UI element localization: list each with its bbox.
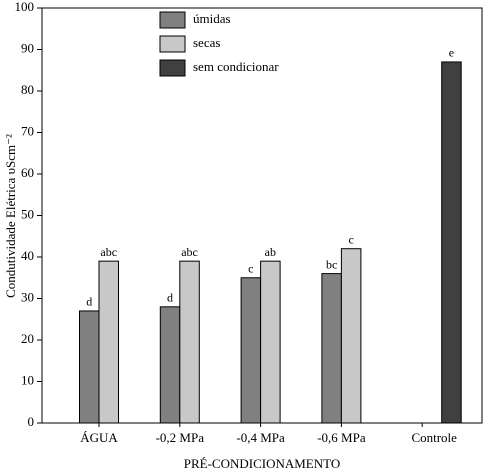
x-tick-label: Controle	[411, 430, 457, 445]
y-tick-label: 70	[21, 123, 34, 138]
legend-swatch	[159, 35, 186, 53]
bar	[159, 306, 181, 424]
bar	[321, 273, 342, 424]
significance-letter: d	[86, 295, 92, 309]
y-tick-label: 0	[28, 414, 35, 429]
legend-label: úmidas	[193, 11, 231, 26]
bar	[240, 277, 262, 424]
significance-letter: abc	[181, 245, 198, 259]
significance-letter: e	[449, 46, 454, 60]
significance-letter: ab	[265, 245, 276, 259]
y-tick-label: 100	[15, 0, 35, 14]
significance-letter: abc	[100, 245, 117, 259]
significance-letter: c	[248, 262, 253, 276]
y-tick-label: 30	[21, 289, 34, 304]
bar	[79, 310, 100, 424]
legend-swatch	[159, 11, 186, 29]
legend-label: sem condicionar	[193, 59, 279, 74]
bar	[260, 260, 281, 424]
y-tick-label: 10	[21, 372, 34, 387]
y-tick-label: 50	[21, 206, 34, 221]
bar	[441, 61, 462, 424]
y-tick-label: 60	[21, 165, 34, 180]
x-tick-label: -0,2 MPa	[156, 430, 205, 445]
x-tick-label: -0,4 MPa	[236, 430, 285, 445]
legend-swatch	[159, 59, 186, 77]
bar	[340, 248, 362, 424]
significance-letter: c	[348, 232, 353, 246]
y-axis-title: Condutividade Elétrica υScm⁻²	[3, 134, 18, 298]
y-tick-label: 20	[21, 331, 34, 346]
x-axis-title: PRÉ-CONDICIONAMENTO	[184, 456, 340, 471]
y-tick-label: 40	[21, 248, 34, 263]
significance-letter: bc	[326, 257, 337, 271]
bar	[98, 260, 119, 424]
y-tick-label: 80	[21, 82, 34, 97]
x-tick-label: ÁGUA	[80, 430, 118, 445]
legend-label: secas	[193, 35, 220, 50]
bar	[179, 260, 200, 424]
y-tick-label: 90	[21, 40, 34, 55]
x-tick-label: -0,6 MPa	[317, 430, 366, 445]
significance-letter: d	[167, 291, 173, 305]
